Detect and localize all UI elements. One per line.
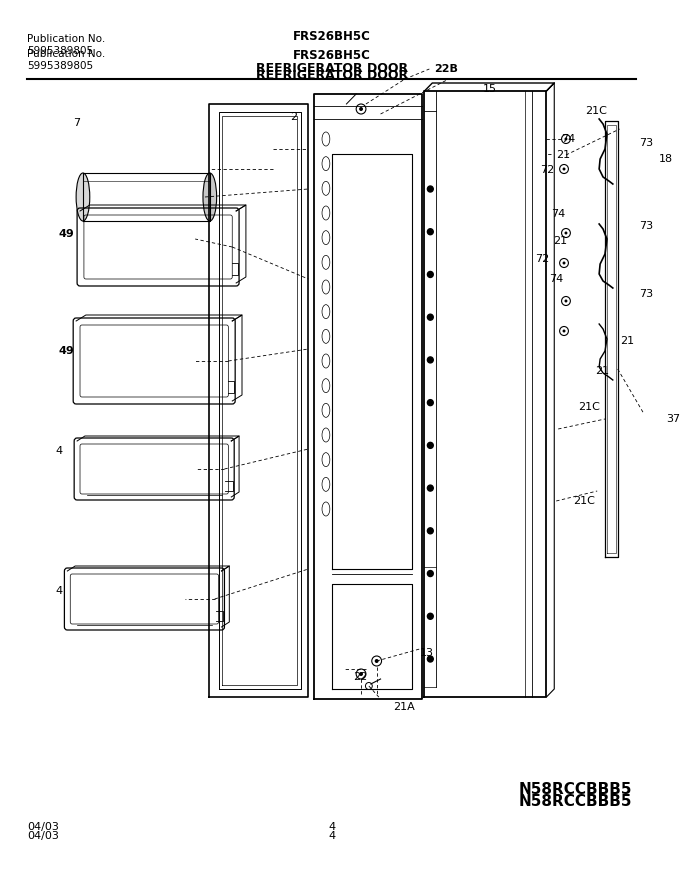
Text: 5995389805: 5995389805 bbox=[27, 61, 93, 71]
Text: 73: 73 bbox=[639, 138, 653, 148]
Text: 21A: 21A bbox=[393, 702, 415, 712]
Text: 74: 74 bbox=[551, 209, 566, 219]
Circle shape bbox=[375, 659, 379, 663]
Circle shape bbox=[564, 137, 567, 141]
Text: FRS26BH5C: FRS26BH5C bbox=[293, 49, 371, 62]
Text: 72: 72 bbox=[540, 165, 554, 175]
Circle shape bbox=[562, 329, 566, 333]
Text: 18: 18 bbox=[659, 154, 673, 164]
Ellipse shape bbox=[76, 173, 90, 221]
Circle shape bbox=[428, 229, 433, 235]
Circle shape bbox=[428, 315, 433, 320]
Text: 21: 21 bbox=[554, 236, 567, 246]
Text: Publication No.: Publication No. bbox=[27, 34, 105, 44]
Text: REFRIGERATOR DOOR: REFRIGERATOR DOOR bbox=[256, 69, 408, 82]
Circle shape bbox=[428, 442, 433, 448]
Text: 4: 4 bbox=[56, 446, 63, 456]
Circle shape bbox=[428, 357, 433, 363]
Text: N58RCCBBB5: N58RCCBBB5 bbox=[519, 793, 632, 808]
Text: 37: 37 bbox=[666, 414, 680, 424]
Text: 74: 74 bbox=[561, 134, 575, 144]
Circle shape bbox=[428, 271, 433, 277]
Circle shape bbox=[359, 672, 363, 676]
Text: 5995389805: 5995389805 bbox=[27, 46, 93, 56]
Text: REFRIGERATOR DOOR: REFRIGERATOR DOOR bbox=[256, 63, 408, 76]
Text: 74: 74 bbox=[549, 274, 564, 284]
Text: 22: 22 bbox=[353, 672, 367, 682]
Text: N58RCCBBB5: N58RCCBBB5 bbox=[519, 782, 632, 797]
Text: 73: 73 bbox=[639, 221, 653, 231]
Text: 72: 72 bbox=[534, 254, 549, 264]
Text: Publication No.: Publication No. bbox=[27, 49, 105, 59]
Text: 15: 15 bbox=[483, 84, 497, 94]
Text: 49: 49 bbox=[58, 346, 74, 356]
Circle shape bbox=[428, 656, 433, 662]
Text: 4: 4 bbox=[328, 831, 335, 841]
Text: 21C: 21C bbox=[578, 402, 600, 412]
Text: 2: 2 bbox=[290, 112, 297, 122]
Circle shape bbox=[428, 186, 433, 192]
Text: 21: 21 bbox=[621, 336, 634, 346]
Circle shape bbox=[562, 262, 566, 264]
Circle shape bbox=[428, 571, 433, 576]
Circle shape bbox=[564, 231, 567, 235]
Ellipse shape bbox=[203, 173, 217, 221]
Text: 4: 4 bbox=[56, 586, 63, 596]
Text: 04/03: 04/03 bbox=[27, 822, 59, 832]
Text: 04/03: 04/03 bbox=[27, 831, 59, 841]
Text: 49: 49 bbox=[58, 229, 74, 239]
Text: 22B: 22B bbox=[435, 64, 458, 74]
Text: 21: 21 bbox=[556, 150, 571, 160]
Circle shape bbox=[428, 485, 433, 491]
Text: 21C: 21C bbox=[585, 106, 607, 116]
Circle shape bbox=[359, 107, 363, 111]
Circle shape bbox=[428, 400, 433, 406]
Text: FRS26BH5C: FRS26BH5C bbox=[293, 30, 371, 43]
Text: 7: 7 bbox=[73, 118, 80, 128]
Circle shape bbox=[428, 614, 433, 620]
Text: 21C: 21C bbox=[573, 496, 595, 506]
Text: 4: 4 bbox=[328, 822, 335, 832]
Circle shape bbox=[428, 527, 433, 534]
Text: 73: 73 bbox=[639, 289, 653, 299]
Circle shape bbox=[564, 300, 567, 302]
Text: 13: 13 bbox=[420, 648, 434, 658]
Text: 21: 21 bbox=[595, 366, 609, 376]
Circle shape bbox=[562, 168, 566, 170]
